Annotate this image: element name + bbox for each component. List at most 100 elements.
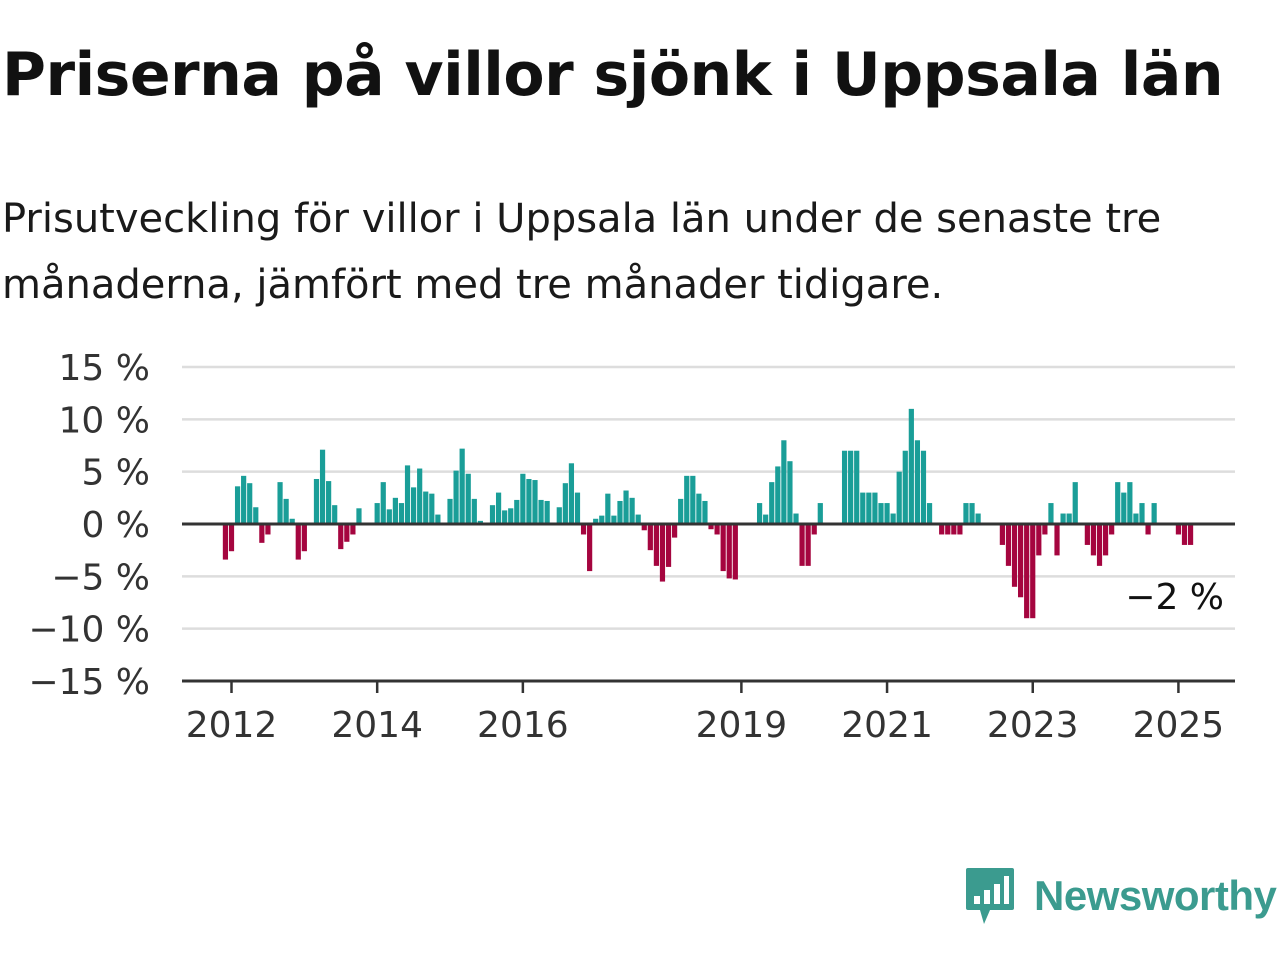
bar <box>696 493 702 524</box>
bar <box>380 482 386 524</box>
bar <box>1145 524 1151 535</box>
bar <box>338 524 344 550</box>
bar <box>1139 503 1145 524</box>
bar <box>386 509 392 524</box>
bar <box>914 440 921 524</box>
bar <box>641 524 647 531</box>
bar <box>787 461 793 524</box>
bar <box>684 475 690 524</box>
bar <box>574 492 581 524</box>
y-tick-label: 10 % <box>59 400 150 441</box>
bar <box>975 513 981 524</box>
bar <box>647 524 653 551</box>
bar <box>1054 524 1060 556</box>
bar <box>726 524 732 579</box>
bar <box>477 520 483 524</box>
y-tick-label: −10 % <box>28 610 150 651</box>
bar <box>939 524 945 535</box>
bar <box>945 524 951 535</box>
bar <box>283 498 289 524</box>
bar <box>1115 482 1121 524</box>
bar <box>1096 524 1103 566</box>
bar <box>398 503 405 524</box>
bar <box>289 518 295 524</box>
bar <box>896 471 902 524</box>
bar <box>690 475 696 524</box>
bar <box>884 503 890 524</box>
bar <box>538 499 544 524</box>
bar <box>1151 503 1157 524</box>
bar <box>623 490 629 524</box>
bar <box>920 450 927 524</box>
bar <box>526 478 532 524</box>
bar <box>659 524 666 582</box>
bar <box>502 510 508 524</box>
axis-labels: 15 % 10 % 5 % 0 % −5 % −10 % −15 % 2012 2014 2016… <box>28 348 1224 746</box>
bar <box>241 475 247 524</box>
bar <box>1127 482 1133 524</box>
bar <box>841 450 848 524</box>
x-tick-label: 2012 <box>186 705 278 746</box>
bar <box>453 470 459 524</box>
bar <box>222 524 229 560</box>
y-tick-label: 15 % <box>59 348 150 389</box>
bar <box>653 524 659 566</box>
bar <box>957 524 963 535</box>
bar <box>1018 524 1024 598</box>
bar <box>854 450 860 524</box>
chart-title: Priserna på villor sjönk i Uppsala län <box>2 40 1224 110</box>
bar <box>1030 524 1036 619</box>
bar <box>568 463 575 524</box>
bar <box>999 524 1005 545</box>
bar <box>459 448 465 524</box>
bar <box>1042 524 1048 535</box>
bar <box>629 497 635 524</box>
bar <box>860 492 866 524</box>
bar <box>259 524 265 543</box>
bar <box>411 487 417 524</box>
bar <box>599 515 605 524</box>
bar <box>969 503 975 524</box>
bar <box>429 493 435 524</box>
bar <box>1005 524 1012 566</box>
y-tick-label: 0 % <box>81 505 150 546</box>
bar <box>587 524 593 572</box>
bar <box>1011 524 1018 587</box>
brand-name: Newsworthy <box>1034 872 1277 919</box>
bar <box>544 500 550 524</box>
bar <box>1181 524 1188 545</box>
bar-chart-speech-bubble-icon <box>966 868 1014 924</box>
bar <box>678 498 684 524</box>
bar-chart: 15 % 10 % 5 % 0 % −5 % −10 % −15 % 2012 2014 2016… <box>28 348 1235 746</box>
bar <box>611 515 617 524</box>
bar <box>702 500 708 524</box>
last-value-label: −2 % <box>1125 577 1224 618</box>
bar <box>781 440 787 524</box>
x-tick-label: 2025 <box>1133 705 1225 746</box>
axes <box>182 522 1235 693</box>
bar <box>720 524 726 572</box>
bar <box>1048 503 1054 524</box>
bar <box>520 473 526 524</box>
bar <box>556 507 562 524</box>
bar <box>799 524 805 566</box>
x-tick-label: 2023 <box>987 705 1079 746</box>
bar <box>344 524 350 542</box>
bar <box>423 491 429 524</box>
x-tick-label: 2021 <box>841 705 933 746</box>
y-tick-label: 5 % <box>81 453 150 494</box>
bar <box>350 524 356 535</box>
chart-subtitle: Prisutveckling för villor i Uppsala län … <box>2 196 1162 308</box>
x-tick-label: 2019 <box>696 705 788 746</box>
bar <box>878 503 884 524</box>
bar <box>1072 482 1078 524</box>
bar <box>866 492 872 524</box>
bar <box>313 478 320 524</box>
bar <box>1024 524 1030 619</box>
bar <box>356 508 362 524</box>
bar <box>635 514 641 524</box>
bar <box>489 505 496 524</box>
bar <box>1121 492 1127 524</box>
bar <box>265 524 271 535</box>
bar <box>593 518 599 524</box>
